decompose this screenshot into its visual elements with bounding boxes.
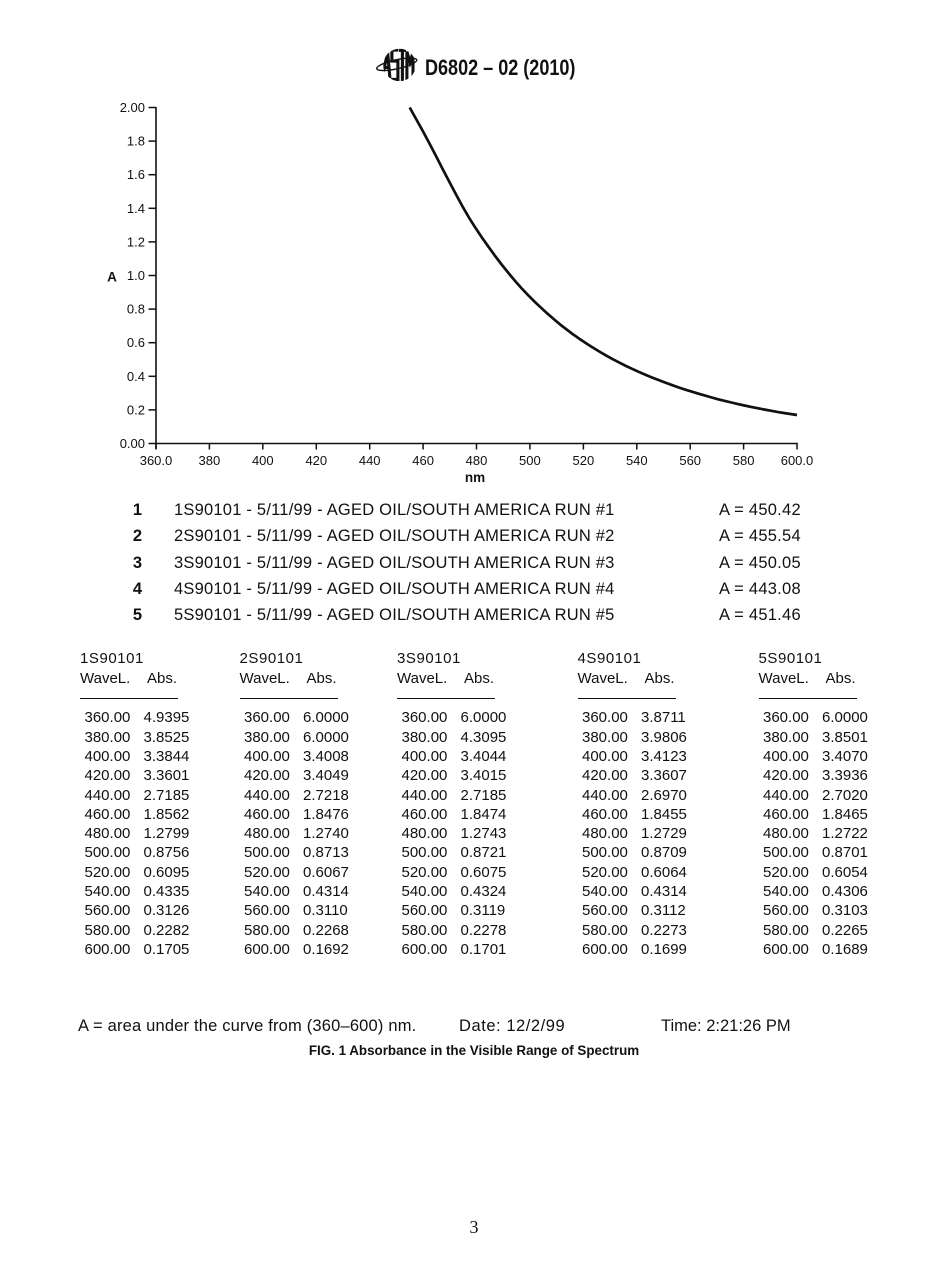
svg-text:440: 440 — [359, 453, 381, 468]
svg-text:0.00: 0.00 — [120, 436, 145, 451]
svg-text:1.2: 1.2 — [127, 234, 145, 249]
svg-text:1.4: 1.4 — [127, 201, 145, 216]
svg-text:360.0: 360.0 — [140, 453, 173, 468]
svg-text:0.2: 0.2 — [127, 402, 145, 417]
svg-text:540: 540 — [626, 453, 648, 468]
svg-text:A: A — [107, 270, 117, 285]
svg-text:1.6: 1.6 — [127, 167, 145, 182]
svg-text:460: 460 — [412, 453, 434, 468]
svg-text:0.4: 0.4 — [127, 369, 145, 384]
svg-text:0.6: 0.6 — [127, 335, 145, 350]
svg-text:520: 520 — [573, 453, 595, 468]
svg-text:2.00: 2.00 — [120, 100, 145, 115]
svg-text:560: 560 — [679, 453, 701, 468]
svg-text:nm: nm — [465, 470, 485, 485]
svg-text:380: 380 — [199, 453, 221, 468]
svg-text:0.8: 0.8 — [127, 302, 145, 317]
svg-text:1.0: 1.0 — [127, 268, 145, 283]
svg-text:400: 400 — [252, 453, 274, 468]
svg-text:1.8: 1.8 — [127, 134, 145, 149]
svg-text:420: 420 — [305, 453, 327, 468]
svg-text:580: 580 — [733, 453, 755, 468]
svg-text:500: 500 — [519, 453, 541, 468]
svg-text:600.0: 600.0 — [781, 453, 814, 468]
svg-text:480: 480 — [466, 453, 488, 468]
